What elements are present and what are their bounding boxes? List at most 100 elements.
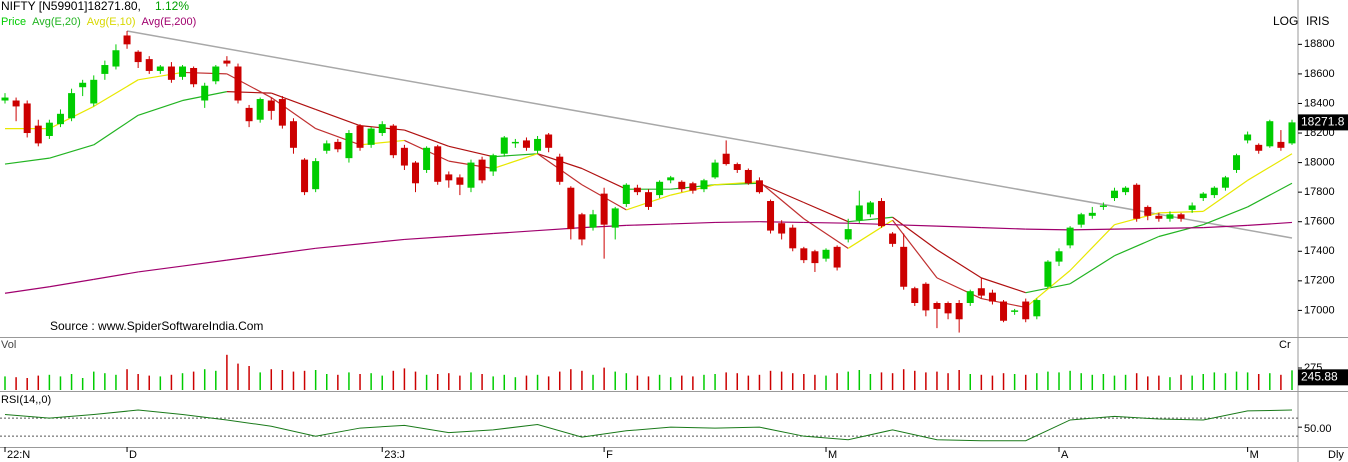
candle-body <box>1088 212 1096 216</box>
volume-bar <box>503 374 506 390</box>
volume-bar <box>536 374 539 390</box>
average-line <box>493 153 538 158</box>
candle-body <box>478 159 486 181</box>
candle-body <box>434 146 442 182</box>
average-line <box>271 247 316 255</box>
volume-unit: Cr <box>1279 339 1291 351</box>
volume-bar <box>459 375 461 390</box>
last-price-box <box>1298 114 1348 131</box>
candle-body <box>700 180 708 190</box>
legend-entry: Avg(E,200) <box>142 16 197 28</box>
x-tick-label: 22:N <box>7 449 30 461</box>
candle-body <box>656 181 664 196</box>
candle-body <box>900 246 908 287</box>
candle-body <box>789 227 797 249</box>
volume-bar <box>1036 373 1038 390</box>
candle-body <box>45 122 53 136</box>
volume-bar <box>492 376 494 390</box>
candle-body <box>833 246 841 268</box>
candle-body <box>123 35 131 45</box>
candle-body <box>522 140 530 148</box>
volume-bar <box>15 377 17 390</box>
candle-body <box>301 159 309 193</box>
candle-body <box>412 162 420 184</box>
candle-body <box>689 183 697 191</box>
volume-bar <box>281 370 284 390</box>
average-line <box>1025 270 1071 308</box>
volume-bar <box>636 375 639 390</box>
average-line <box>270 97 316 130</box>
candle-body <box>156 66 164 71</box>
x-tick-label: M <box>1250 449 1259 461</box>
candle-body <box>933 303 941 309</box>
candle-body <box>1133 184 1141 219</box>
average-line <box>981 277 1026 294</box>
candle-body <box>1155 215 1163 219</box>
average-line <box>492 153 538 170</box>
volume-bar <box>1102 374 1105 390</box>
candle-body <box>633 187 641 193</box>
candle-body <box>1110 190 1118 199</box>
volume-bar <box>1080 373 1082 390</box>
volume-bar <box>314 370 317 390</box>
volume-bar <box>769 370 772 390</box>
volume-bar <box>203 369 206 390</box>
candle-body <box>356 125 364 148</box>
average-line <box>892 219 938 279</box>
y-tick-label: 17400 <box>1304 245 1335 257</box>
candle-body <box>378 124 386 134</box>
volume-bar <box>337 374 339 390</box>
volume-bar <box>59 376 62 390</box>
volume-bar <box>1191 375 1193 390</box>
volume-bar <box>603 367 605 390</box>
volume-bar <box>148 375 150 390</box>
volume-bar <box>414 371 417 390</box>
average-line <box>315 128 361 146</box>
volume-bar <box>980 374 983 390</box>
volume-bar <box>869 374 872 390</box>
candle-body <box>1166 214 1174 219</box>
candle-body <box>800 248 808 261</box>
volume-bar <box>104 373 106 390</box>
candle-body <box>267 100 275 111</box>
volume-bar <box>4 376 6 390</box>
volume-bar <box>547 376 550 390</box>
average-line <box>626 223 671 227</box>
candle-body <box>278 99 286 126</box>
average-line <box>848 216 893 223</box>
candle-body <box>578 214 586 240</box>
candle-body <box>711 162 719 178</box>
candle-body <box>1199 193 1207 199</box>
candle-body <box>145 59 153 71</box>
volume-bar <box>1235 371 1238 390</box>
volume-bar <box>914 370 916 390</box>
average-line <box>448 232 494 238</box>
average-line <box>803 218 849 249</box>
volume-bar <box>215 370 217 390</box>
average-line <box>1025 228 1071 231</box>
scale-label: LOG <box>1273 14 1298 28</box>
volume-bar <box>403 368 406 390</box>
candle-body <box>112 50 120 67</box>
volume-bar <box>747 375 750 390</box>
candle-body <box>1077 214 1085 225</box>
candle-body <box>256 99 264 120</box>
average-line <box>1070 228 1115 231</box>
y-tick-label: 17600 <box>1304 216 1335 228</box>
candle-body <box>1221 177 1229 188</box>
average-line <box>137 99 183 116</box>
legend-entry: Avg(E,10) <box>87 16 136 28</box>
volume-bar <box>392 370 395 390</box>
volume-bar <box>436 374 439 390</box>
average-line <box>581 167 627 190</box>
candle-body <box>345 133 353 159</box>
candle-body <box>12 100 20 107</box>
average-line <box>936 249 982 279</box>
average-line <box>4 286 50 294</box>
candle-body <box>445 174 453 181</box>
average-line <box>1247 153 1293 181</box>
average-line <box>1114 227 1159 230</box>
volume-bar <box>814 374 816 390</box>
candle-body <box>1255 144 1263 151</box>
